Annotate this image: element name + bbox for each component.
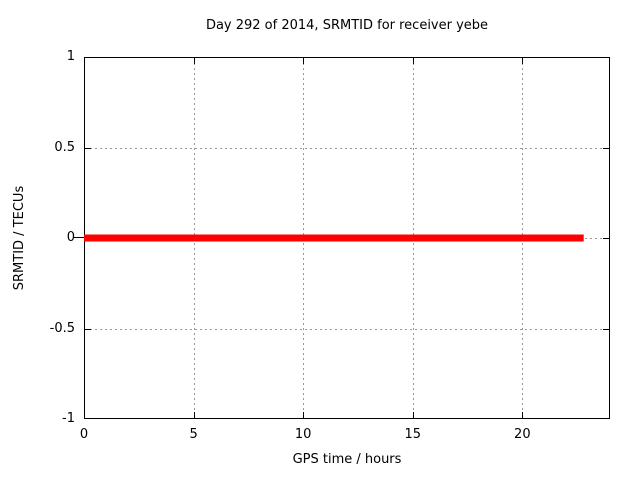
tick-mark-bottom [522,412,524,418]
series-layer [84,234,584,242]
gridline-horizontal [85,147,609,149]
y-tick-label: 0.5 [54,139,75,155]
gridline-horizontal [85,328,609,330]
y-tick-label: 1 [66,49,75,64]
tick-mark-bottom [412,412,414,418]
tick-mark-right [603,328,609,330]
x-tick-label: 5 [189,427,198,442]
y-tick-label: 0 [66,230,75,245]
tick-mark-left [85,328,91,330]
zero-tick-mark [74,237,84,238]
y-tick-label: -0.5 [49,320,75,336]
y-tick-label: -1 [62,411,75,426]
chart-title: Day 292 of 2014, SRMTID for receiver yeb… [205,18,489,33]
tick-mark-top [522,58,524,64]
tick-mark-left [85,147,91,149]
tick-mark-bottom [303,412,305,418]
tick-mark-top [303,58,305,64]
tick-mark-top [193,58,195,64]
x-tick-label: 20 [514,427,531,442]
x-tick-label: 10 [294,427,312,442]
tick-mark-bottom [193,412,195,418]
x-tick-label: 15 [404,427,422,442]
tick-mark-top [412,58,414,64]
x-axis-label: GPS time / hours [292,452,402,467]
tick-mark-right [603,238,609,239]
x-tick-label: 0 [79,427,89,442]
tick-mark-right [603,147,609,149]
